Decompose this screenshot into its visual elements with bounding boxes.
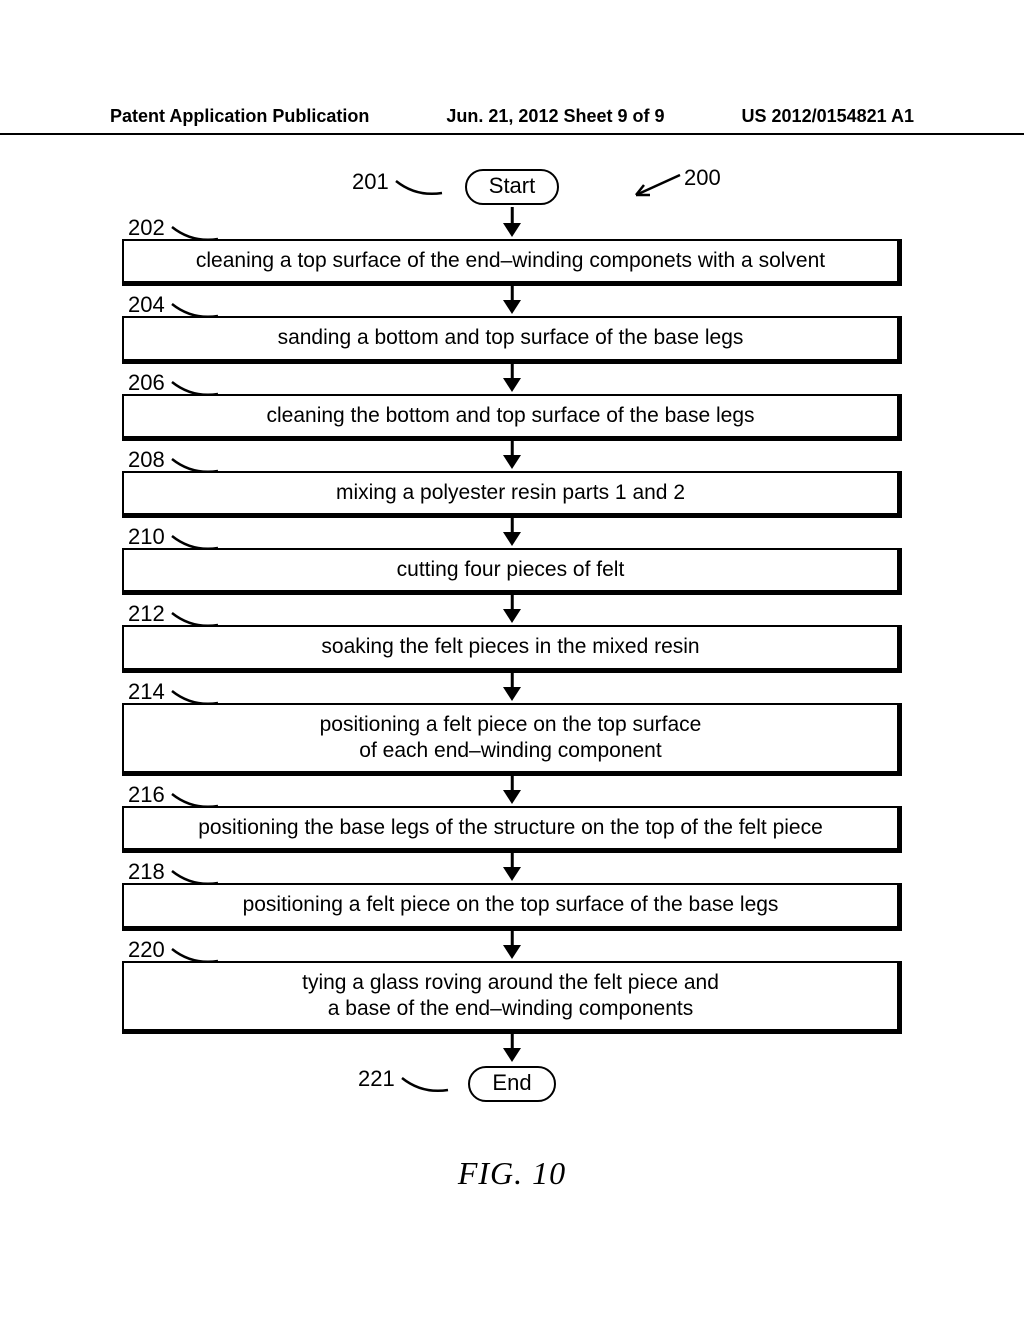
arrow-icon <box>122 853 902 883</box>
swoop-icon <box>170 380 220 398</box>
arrow-icon <box>122 1034 902 1064</box>
ref-214: 214 <box>128 679 165 705</box>
ref-221: 221 <box>358 1066 395 1092</box>
step-box: mixing a polyester resin parts 1 and 2 <box>122 471 902 518</box>
step-wrapper: 214positioning a felt piece on the top s… <box>122 703 902 777</box>
arrow-icon <box>122 441 902 471</box>
step-wrapper: 204sanding a bottom and top surface of t… <box>122 316 902 363</box>
step-box: cleaning a top surface of the end–windin… <box>122 239 902 286</box>
arrow-icon <box>122 673 902 703</box>
swoop-icon <box>170 869 220 887</box>
swoop-icon <box>170 947 220 965</box>
arrow-icon <box>122 931 902 961</box>
header-left: Patent Application Publication <box>110 106 369 127</box>
page-header: Patent Application Publication Jun. 21, … <box>0 106 1024 135</box>
swoop-icon <box>170 534 220 552</box>
step-wrapper: 216positioning the base legs of the stru… <box>122 806 902 853</box>
step-box: tying a glass roving around the felt pie… <box>122 961 902 1035</box>
arrow-icon <box>122 364 902 394</box>
ref-208: 208 <box>128 447 165 473</box>
swoop-icon <box>170 792 220 810</box>
swoop-icon <box>400 1076 450 1094</box>
arrow-icon <box>122 595 902 625</box>
ref-212: 212 <box>128 601 165 627</box>
step-wrapper: 202cleaning a top surface of the end–win… <box>122 239 902 286</box>
header-right: US 2012/0154821 A1 <box>742 106 914 127</box>
start-terminal: Start <box>465 169 559 205</box>
swoop-icon <box>170 689 220 707</box>
swoop-icon <box>170 457 220 475</box>
step-box: soaking the felt pieces in the mixed res… <box>122 625 902 672</box>
step-box: positioning a felt piece on the top surf… <box>122 703 902 777</box>
ref-201: 201 <box>352 169 389 195</box>
arrow-icon <box>622 171 682 206</box>
start-row: 201 Start 200 <box>122 165 902 209</box>
ref-218: 218 <box>128 859 165 885</box>
swoop-icon <box>170 302 220 320</box>
step-wrapper: 218positioning a felt piece on the top s… <box>122 883 902 930</box>
ref-202: 202 <box>128 215 165 241</box>
swoop-icon <box>170 225 220 243</box>
page: Patent Application Publication Jun. 21, … <box>0 0 1024 1320</box>
arrow-icon <box>122 286 902 316</box>
step-wrapper: 206cleaning the bottom and top surface o… <box>122 394 902 441</box>
arrow-icon <box>122 776 902 806</box>
ref-204: 204 <box>128 292 165 318</box>
ref-220: 220 <box>128 937 165 963</box>
step-wrapper: 212soaking the felt pieces in the mixed … <box>122 625 902 672</box>
step-wrapper: 208mixing a polyester resin parts 1 and … <box>122 471 902 518</box>
figure-label: FIG. 10 <box>458 1155 566 1192</box>
header-center: Jun. 21, 2012 Sheet 9 of 9 <box>446 106 664 127</box>
arrow-icon <box>122 209 902 239</box>
step-box: positioning a felt piece on the top surf… <box>122 883 902 930</box>
swoop-icon <box>394 179 444 197</box>
end-row: 221 End <box>122 1062 902 1106</box>
step-box: sanding a bottom and top surface of the … <box>122 316 902 363</box>
step-box: positioning the base legs of the structu… <box>122 806 902 853</box>
swoop-icon <box>170 611 220 629</box>
ref-200: 200 <box>684 165 721 191</box>
flowchart: 201 Start 200 202cleaning a top surface … <box>122 165 902 1106</box>
step-box: cleaning the bottom and top surface of t… <box>122 394 902 441</box>
ref-210: 210 <box>128 524 165 550</box>
step-wrapper: 210cutting four pieces of felt <box>122 548 902 595</box>
ref-216: 216 <box>128 782 165 808</box>
ref-206: 206 <box>128 370 165 396</box>
step-box: cutting four pieces of felt <box>122 548 902 595</box>
steps-container: 202cleaning a top surface of the end–win… <box>122 239 902 1064</box>
arrow-icon <box>122 518 902 548</box>
end-terminal: End <box>468 1066 555 1102</box>
step-wrapper: 220tying a glass roving around the felt … <box>122 961 902 1035</box>
